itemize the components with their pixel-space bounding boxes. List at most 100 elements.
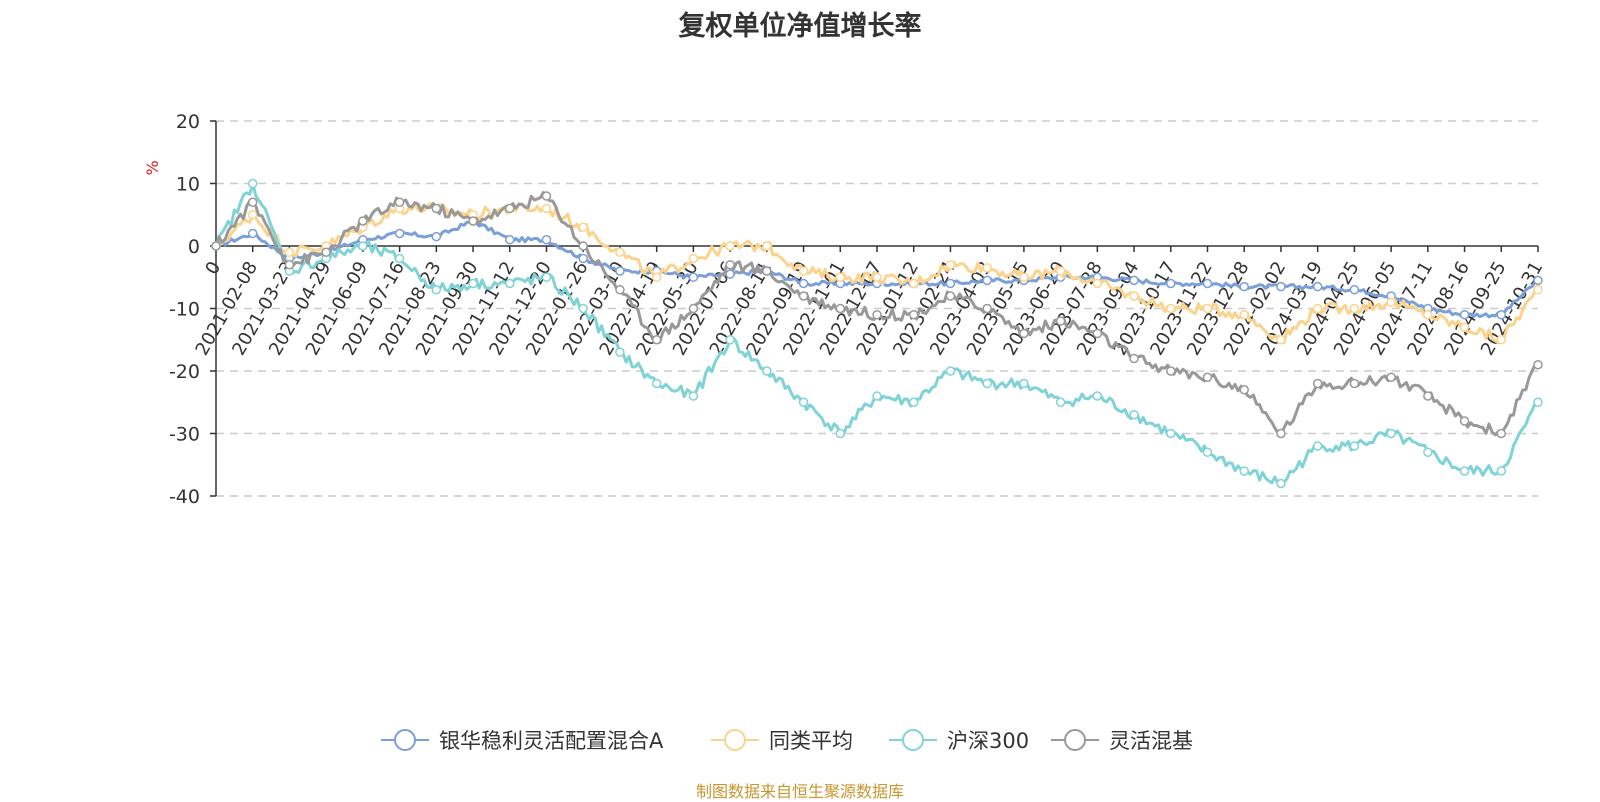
data-point (1496, 335, 1507, 345)
data-point (615, 266, 625, 276)
source-note: 制图数据来自恒生聚源数据库 (695, 782, 904, 801)
data-point (468, 278, 478, 289)
data-point (872, 391, 882, 401)
grid-lines (216, 120, 1538, 497)
data-point (247, 210, 258, 220)
data-point (1459, 466, 1470, 476)
data-point (615, 285, 625, 295)
data-point (982, 275, 992, 286)
data-point (1019, 272, 1029, 282)
data-point (431, 231, 442, 242)
legend[interactable]: 银华稳利灵活配置混合A 同类平均 沪深300 灵活混基 (381, 729, 1193, 753)
data-point (1276, 335, 1286, 345)
data-point (1459, 416, 1470, 426)
data-point (835, 272, 846, 282)
legend-marker-icon (902, 729, 924, 751)
legend-label: 灵活混基 (1109, 729, 1193, 753)
data-point (505, 278, 515, 289)
data-point (872, 310, 882, 320)
data-point (541, 235, 552, 245)
data-point (468, 216, 478, 226)
data-point (1129, 353, 1139, 364)
data-point (1349, 378, 1360, 389)
data-point (1055, 397, 1066, 407)
data-point (1202, 372, 1213, 382)
data-point (578, 253, 588, 264)
data-point (1129, 291, 1139, 301)
y-tick-label: 20 (176, 111, 200, 133)
legend-marker-icon (1064, 729, 1086, 751)
data-point (1166, 303, 1176, 314)
data-point (908, 278, 919, 289)
legend-marker-icon (724, 729, 746, 751)
data-point (1312, 303, 1323, 314)
y-tick-label: -10 (169, 299, 200, 321)
data-point (284, 260, 295, 270)
data-point (835, 428, 846, 439)
data-point (1092, 328, 1103, 339)
data-point (1496, 428, 1507, 439)
data-point (615, 347, 625, 357)
y-tick-label: -30 (169, 424, 200, 446)
data-point (284, 247, 295, 257)
data-point (578, 241, 588, 251)
data-point (1055, 266, 1066, 276)
data-point (321, 247, 331, 257)
data-point (945, 260, 956, 270)
data-point (982, 378, 992, 389)
data-point (1533, 360, 1543, 370)
data-point (762, 266, 772, 276)
data-point (394, 228, 405, 239)
legend-item[interactable]: 沪深300 (889, 729, 1029, 753)
legend-label: 银华稳利灵活配置混合A (439, 729, 664, 753)
y-tick-label: -40 (169, 486, 200, 508)
data-point (505, 235, 515, 245)
data-point (762, 366, 772, 376)
legend-item[interactable]: 同类平均 (711, 729, 853, 753)
data-point (1166, 428, 1176, 439)
data-point (1312, 441, 1323, 451)
data-point (1239, 385, 1249, 395)
data-point (1423, 391, 1433, 401)
data-point (1092, 391, 1103, 401)
data-point (615, 247, 625, 257)
data-point (431, 285, 442, 295)
data-point (431, 203, 442, 214)
data-point (505, 203, 515, 214)
data-point (688, 303, 699, 314)
data-point (982, 303, 992, 314)
data-point (1239, 281, 1249, 292)
data-point (1386, 428, 1396, 439)
legend-item[interactable]: 灵活混基 (1051, 729, 1193, 753)
data-point (651, 272, 662, 282)
data-point (247, 197, 258, 207)
chart-title: 复权单位净值增长率 (678, 11, 922, 42)
data-point (798, 397, 809, 407)
data-point (1129, 410, 1139, 420)
data-point (541, 203, 552, 214)
data-point (1496, 466, 1507, 476)
data-point (1202, 303, 1213, 314)
data-point (394, 197, 405, 207)
legend-item[interactable]: 银华稳利灵活配置混合A (381, 729, 664, 753)
data-point (358, 216, 368, 226)
data-point (1019, 378, 1029, 389)
data-point (1166, 366, 1176, 376)
legend-label: 沪深300 (947, 729, 1029, 753)
data-point (1312, 378, 1323, 389)
data-point (1533, 397, 1543, 407)
data-point (688, 272, 699, 282)
data-point (908, 397, 919, 407)
data-point (541, 191, 552, 201)
data-point (1202, 447, 1213, 457)
data-point (1386, 297, 1396, 307)
data-point (1533, 275, 1543, 286)
data-point (798, 278, 809, 289)
data-point (1459, 310, 1470, 320)
data-point (578, 222, 588, 232)
series-lines (211, 178, 1543, 489)
data-point (1349, 285, 1360, 295)
data-point (725, 269, 735, 279)
data-point (578, 303, 588, 314)
